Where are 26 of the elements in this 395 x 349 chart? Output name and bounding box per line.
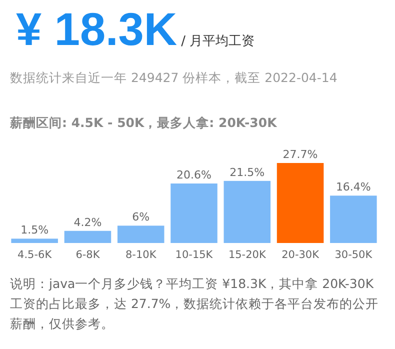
bar bbox=[64, 230, 112, 243]
x-tick-label: 4.5-6K bbox=[18, 249, 53, 261]
bar bbox=[117, 226, 164, 243]
chart-title: ¥ 18.3K bbox=[16, 3, 178, 55]
chart-subtitle: / 月平均工资 bbox=[181, 34, 255, 49]
text: 数据统计来自近一年 249427 份样本，截至 2022-04-14 bbox=[10, 70, 338, 87]
data-label: 21.5% bbox=[230, 166, 265, 179]
x-tick-label: 15-20K bbox=[228, 249, 267, 261]
data-label: 6% bbox=[132, 210, 150, 224]
data-label: 20.6% bbox=[176, 168, 212, 182]
x-tick-label: 30-50K bbox=[334, 249, 374, 261]
x-tick-label: 10-15K bbox=[175, 249, 214, 261]
bar bbox=[276, 163, 324, 243]
text: 薪酬区间: 4.5K - 50K，最多人拿: 20K-30K bbox=[10, 115, 277, 132]
data-label: 16.4% bbox=[336, 180, 371, 194]
data-label: 27.7% bbox=[282, 148, 318, 161]
bar bbox=[330, 196, 377, 243]
data-label: 1.5% bbox=[20, 224, 49, 237]
text: 说明：java一个月多少钱？平均工资 ¥18.3K，其中拿 20K-30K 工资的占比最多，达 27.7%，数据统计依赖于各平台发布的公开薪酬，仅供参考。 bbox=[10, 275, 380, 333]
x-tick-label: 6-8K bbox=[76, 249, 101, 261]
x-tick-label: 20-30K bbox=[282, 249, 320, 261]
bar bbox=[170, 184, 218, 243]
data-label: 4.2% bbox=[74, 216, 102, 229]
bar bbox=[224, 180, 271, 243]
bar bbox=[11, 238, 58, 243]
x-tick-label: 8-10K bbox=[126, 249, 158, 261]
